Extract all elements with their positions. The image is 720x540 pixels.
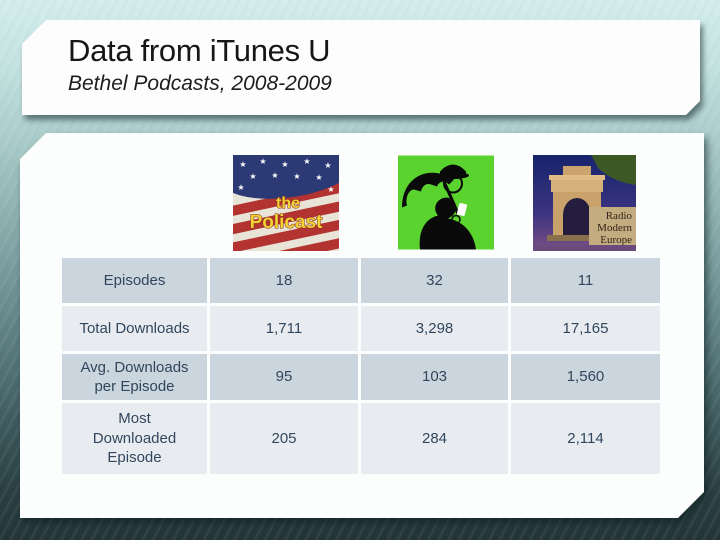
svg-text:★: ★: [237, 183, 244, 192]
cell-most-policast: 205: [210, 403, 358, 474]
svg-text:★: ★: [303, 157, 310, 166]
cell-most-umbrella: 284: [361, 403, 508, 474]
slide-title: Data from iTunes U: [68, 33, 331, 68]
policast-artwork: ★ ★ ★ ★ ★ ★ ★ ★ ★ ★ ★ the Policast: [233, 155, 339, 251]
header-card-surface: Data from iTunes U Bethel Podcasts, 2008…: [22, 20, 700, 115]
cell-avg-rme: 1,560: [511, 354, 660, 400]
row-label-avg-downloads: Avg. Downloads per Episode: [62, 354, 207, 400]
row-label-most-downloaded: Most Downloaded Episode: [62, 403, 207, 474]
cell-episodes-rme: 11: [511, 258, 660, 303]
radio-modern-europe-artwork: Radio Modern Europe: [533, 155, 636, 251]
policast-text-the: the: [276, 195, 300, 212]
umbrella-artwork: [398, 155, 494, 250]
svg-text:★: ★: [271, 171, 278, 180]
content-card-surface: ★ ★ ★ ★ ★ ★ ★ ★ ★ ★ ★ the Policast: [20, 133, 704, 518]
policast-text-policast: Policast: [250, 212, 324, 233]
svg-text:★: ★: [293, 172, 300, 181]
umbrella-silhouette-image: [398, 155, 494, 250]
cell-avg-umbrella: 103: [361, 354, 508, 400]
cell-total-umbrella: 3,298: [361, 306, 508, 351]
svg-text:★: ★: [315, 173, 322, 182]
cell-episodes-policast: 18: [210, 258, 358, 303]
svg-text:★: ★: [259, 157, 266, 166]
svg-text:★: ★: [324, 161, 331, 170]
svg-text:★: ★: [327, 185, 334, 194]
slide-subtitle: Bethel Podcasts, 2008-2009: [68, 71, 332, 95]
svg-text:★: ★: [281, 160, 288, 169]
cell-episodes-umbrella: 32: [361, 258, 508, 303]
arc-de-triomphe-image: Radio Modern Europe: [533, 155, 636, 251]
rme-text-radio: Radio: [606, 210, 633, 222]
flag-image: ★ ★ ★ ★ ★ ★ ★ ★ ★★ ★ the Policast: [233, 155, 339, 251]
svg-text:★: ★: [249, 172, 256, 181]
row-label-episodes: Episodes: [62, 258, 207, 303]
cell-total-policast: 1,711: [210, 306, 358, 351]
content-card: ★ ★ ★ ★ ★ ★ ★ ★ ★ ★ ★ the Policast: [20, 133, 704, 518]
rme-text-modern: Modern: [597, 222, 632, 234]
svg-text:★: ★: [239, 160, 246, 169]
header-card: Data from iTunes U Bethel Podcasts, 2008…: [22, 20, 700, 115]
cell-total-rme: 17,165: [511, 306, 660, 351]
cell-avg-policast: 95: [210, 354, 358, 400]
podcast-stats-table: Episodes 18 32 11 Total Downloads 1,711 …: [62, 258, 660, 474]
row-label-total-downloads: Total Downloads: [62, 306, 207, 351]
cell-most-rme: 2,114: [511, 403, 660, 474]
rme-text-europe: Europe: [600, 234, 632, 246]
